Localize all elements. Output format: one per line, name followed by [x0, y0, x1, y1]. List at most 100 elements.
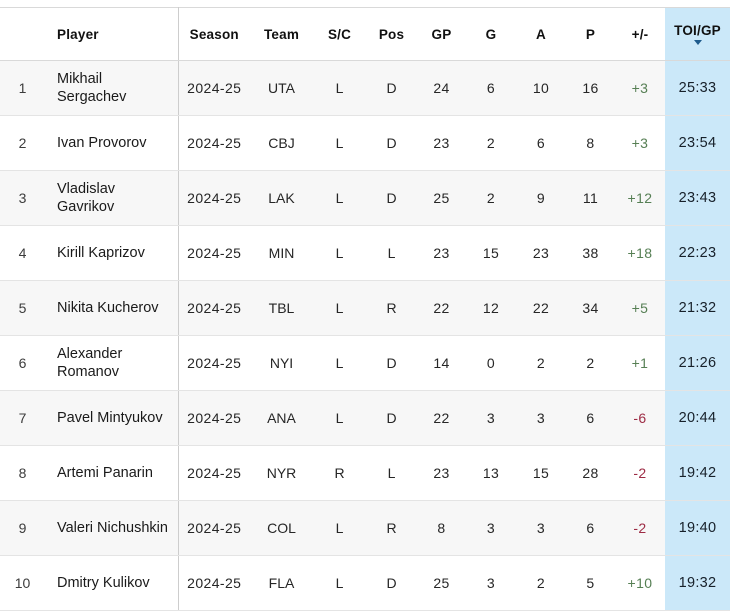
points-cell: 6 — [566, 500, 615, 556]
position-cell: D — [366, 60, 417, 116]
games-played-column-header[interactable]: GP — [417, 7, 466, 61]
assists-cell: 23 — [516, 225, 566, 281]
assists-cell: 9 — [516, 170, 566, 226]
goals-column-header[interactable]: G — [466, 7, 516, 61]
season-cell: 2024-25 — [178, 500, 250, 556]
row-rank: 1 — [0, 60, 45, 116]
player-name-link[interactable]: Pavel Mintyukov — [45, 390, 179, 446]
position-cell: L — [366, 445, 417, 501]
row-rank: 6 — [0, 335, 45, 391]
points-cell: 6 — [566, 390, 615, 446]
player-name-link[interactable]: Nikita Kucherov — [45, 280, 179, 336]
goals-cell: 2 — [466, 170, 516, 226]
toi-per-gp-cell: 23:54 — [665, 115, 730, 171]
table-row: 8 Artemi Panarin 2024-25 NYR R L 23 13 1… — [0, 445, 730, 501]
player-name-link[interactable]: Valeri Nichushkin — [45, 500, 179, 556]
row-rank: 9 — [0, 500, 45, 556]
plus-minus-cell: -2 — [615, 500, 665, 556]
row-rank: 10 — [0, 555, 45, 611]
player-name-link[interactable]: Artemi Panarin — [45, 445, 179, 501]
games-played-cell: 14 — [417, 335, 466, 391]
table-row: 7 Pavel Mintyukov 2024-25 ANA L D 22 3 3… — [0, 390, 730, 446]
points-cell: 38 — [566, 225, 615, 281]
player-stats-panel: Player Season Team S/C Pos GP G A P +/- … — [0, 7, 730, 611]
games-played-cell: 23 — [417, 225, 466, 281]
table-row: 4 Kirill Kaprizov 2024-25 MIN L L 23 15 … — [0, 225, 730, 281]
toi-per-gp-cell: 19:32 — [665, 555, 730, 611]
points-cell: 11 — [566, 170, 615, 226]
goals-cell: 3 — [466, 390, 516, 446]
points-cell: 28 — [566, 445, 615, 501]
team-cell: MIN — [250, 225, 313, 281]
player-name-link[interactable]: Dmitry Kulikov — [45, 555, 179, 611]
shoots-catches-cell: L — [313, 500, 366, 556]
toi-per-gp-cell: 21:26 — [665, 335, 730, 391]
position-cell: D — [366, 335, 417, 391]
season-cell: 2024-25 — [178, 225, 250, 281]
table-row: 6 Alexander Romanov 2024-25 NYI L D 14 0… — [0, 335, 730, 391]
position-column-header[interactable]: Pos — [366, 7, 417, 61]
games-played-cell: 22 — [417, 390, 466, 446]
assists-cell: 2 — [516, 335, 566, 391]
player-name-link[interactable]: Alexander Romanov — [45, 335, 179, 391]
season-cell: 2024-25 — [178, 335, 250, 391]
player-name-link[interactable]: Vladislav Gavrikov — [45, 170, 179, 226]
points-column-header[interactable]: P — [566, 7, 615, 61]
position-cell: D — [366, 170, 417, 226]
plus-minus-cell: +3 — [615, 115, 665, 171]
toi-per-gp-cell: 23:43 — [665, 170, 730, 226]
plus-minus-cell: +1 — [615, 335, 665, 391]
plus-minus-cell: -2 — [615, 445, 665, 501]
player-stats-table: Player Season Team S/C Pos GP G A P +/- … — [0, 7, 730, 611]
toi-per-gp-cell: 25:33 — [665, 60, 730, 116]
team-cell: CBJ — [250, 115, 313, 171]
toi-header-stack: TOI/GP — [665, 23, 730, 45]
games-played-cell: 25 — [417, 170, 466, 226]
plus-minus-column-header[interactable]: +/- — [615, 7, 665, 61]
plus-minus-cell: +12 — [615, 170, 665, 226]
games-played-cell: 23 — [417, 445, 466, 501]
points-cell: 16 — [566, 60, 615, 116]
player-column-header[interactable]: Player — [45, 7, 179, 61]
player-name-link[interactable]: Kirill Kaprizov — [45, 225, 179, 281]
table-row: 9 Valeri Nichushkin 2024-25 COL L R 8 3 … — [0, 500, 730, 556]
player-name-link[interactable]: Mikhail Sergachev — [45, 60, 179, 116]
points-cell: 5 — [566, 555, 615, 611]
row-rank: 8 — [0, 445, 45, 501]
team-cell: NYI — [250, 335, 313, 391]
shoots-catches-column-header[interactable]: S/C — [313, 7, 366, 61]
shoots-catches-cell: L — [313, 280, 366, 336]
position-cell: L — [366, 225, 417, 281]
season-cell: 2024-25 — [178, 170, 250, 226]
shoots-catches-cell: L — [313, 225, 366, 281]
shoots-catches-cell: L — [313, 390, 366, 446]
goals-cell: 0 — [466, 335, 516, 391]
team-column-header[interactable]: Team — [250, 7, 313, 61]
row-rank: 4 — [0, 225, 45, 281]
assists-cell: 3 — [516, 390, 566, 446]
toi-per-gp-cell: 19:42 — [665, 445, 730, 501]
player-name-link[interactable]: Ivan Provorov — [45, 115, 179, 171]
toi-per-gp-column-header[interactable]: TOI/GP — [665, 7, 730, 61]
table-row: 3 Vladislav Gavrikov 2024-25 LAK L D 25 … — [0, 170, 730, 226]
games-played-cell: 22 — [417, 280, 466, 336]
games-played-cell: 8 — [417, 500, 466, 556]
points-cell: 8 — [566, 115, 615, 171]
goals-cell: 3 — [466, 555, 516, 611]
season-column-header[interactable]: Season — [178, 7, 250, 61]
season-cell: 2024-25 — [178, 115, 250, 171]
goals-cell: 13 — [466, 445, 516, 501]
toi-per-gp-cell: 19:40 — [665, 500, 730, 556]
team-cell: NYR — [250, 445, 313, 501]
table-row: 2 Ivan Provorov 2024-25 CBJ L D 23 2 6 8… — [0, 115, 730, 171]
position-cell: D — [366, 390, 417, 446]
toi-per-gp-cell: 21:32 — [665, 280, 730, 336]
table-header: Player Season Team S/C Pos GP G A P +/- … — [0, 7, 730, 61]
assists-column-header[interactable]: A — [516, 7, 566, 61]
table-row: 1 Mikhail Sergachev 2024-25 UTA L D 24 6… — [0, 60, 730, 116]
table-row: 10 Dmitry Kulikov 2024-25 FLA L D 25 3 2… — [0, 555, 730, 611]
shoots-catches-cell: L — [313, 115, 366, 171]
team-cell: TBL — [250, 280, 313, 336]
team-cell: FLA — [250, 555, 313, 611]
shoots-catches-cell: L — [313, 60, 366, 116]
